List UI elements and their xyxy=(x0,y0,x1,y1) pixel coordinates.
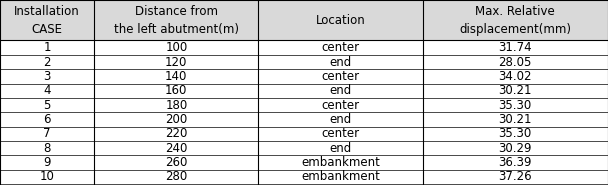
Text: 260: 260 xyxy=(165,156,187,169)
Text: 3: 3 xyxy=(43,70,51,83)
Text: 35.30: 35.30 xyxy=(499,127,532,140)
Text: 180: 180 xyxy=(165,99,187,112)
Text: 140: 140 xyxy=(165,70,187,83)
Bar xyxy=(423,0,608,41)
Text: end: end xyxy=(330,84,351,97)
Text: 4: 4 xyxy=(43,84,51,97)
Text: 100: 100 xyxy=(165,41,187,54)
Text: 7: 7 xyxy=(43,127,51,140)
Text: 10: 10 xyxy=(40,170,55,183)
Text: 220: 220 xyxy=(165,127,187,140)
Text: end: end xyxy=(330,142,351,155)
Text: Distance from: Distance from xyxy=(135,5,218,18)
Text: 30.29: 30.29 xyxy=(499,142,532,155)
Text: 36.39: 36.39 xyxy=(499,156,532,169)
Text: 9: 9 xyxy=(43,156,51,169)
Text: embankment: embankment xyxy=(301,156,380,169)
Text: end: end xyxy=(330,56,351,68)
Text: 5: 5 xyxy=(43,99,51,112)
Text: the left abutment(m): the left abutment(m) xyxy=(114,23,239,36)
Text: 120: 120 xyxy=(165,56,187,68)
Text: displacement(mm): displacement(mm) xyxy=(459,23,572,36)
Text: 6: 6 xyxy=(43,113,51,126)
Text: 30.21: 30.21 xyxy=(499,84,532,97)
Text: 2: 2 xyxy=(43,56,51,68)
Text: Max. Relative: Max. Relative xyxy=(475,5,555,18)
Text: 8: 8 xyxy=(43,142,51,155)
Bar xyxy=(0,0,94,41)
Text: 1: 1 xyxy=(43,41,51,54)
Text: 30.21: 30.21 xyxy=(499,113,532,126)
Text: 160: 160 xyxy=(165,84,187,97)
Text: 240: 240 xyxy=(165,142,187,155)
Text: 37.26: 37.26 xyxy=(499,170,532,183)
Text: center: center xyxy=(322,41,359,54)
Bar xyxy=(258,0,423,41)
Text: center: center xyxy=(322,127,359,140)
Text: end: end xyxy=(330,113,351,126)
Text: 28.05: 28.05 xyxy=(499,56,532,68)
Text: embankment: embankment xyxy=(301,170,380,183)
Text: 31.74: 31.74 xyxy=(499,41,532,54)
Text: center: center xyxy=(322,70,359,83)
Bar xyxy=(94,0,258,41)
Text: 280: 280 xyxy=(165,170,187,183)
Text: Location: Location xyxy=(316,14,365,27)
Text: center: center xyxy=(322,99,359,112)
Text: 35.30: 35.30 xyxy=(499,99,532,112)
Text: Installation: Installation xyxy=(14,5,80,18)
Text: 200: 200 xyxy=(165,113,187,126)
Text: CASE: CASE xyxy=(32,23,63,36)
Text: 34.02: 34.02 xyxy=(499,70,532,83)
